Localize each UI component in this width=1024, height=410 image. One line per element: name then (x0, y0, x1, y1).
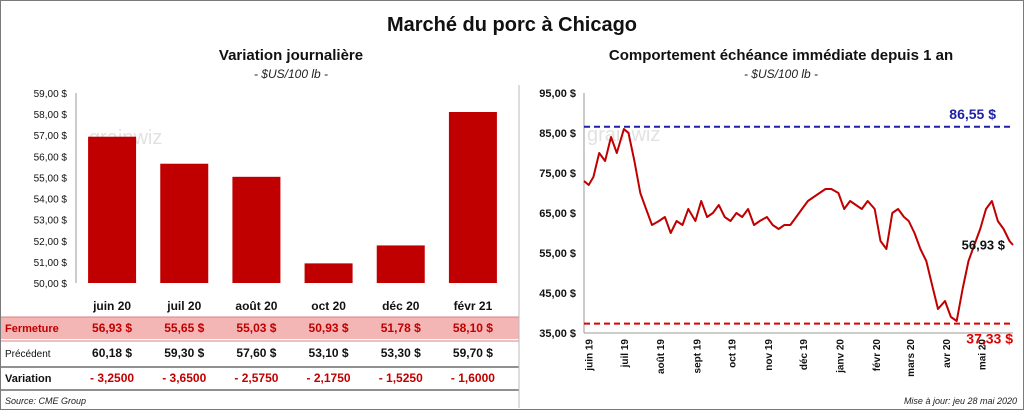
y-tick-label: 35,00 $ (539, 328, 576, 340)
x-tick-label: déc 19 (799, 339, 810, 371)
y-tick-label: 65,00 $ (539, 208, 576, 220)
bar-5 (448, 112, 497, 283)
y-tick-label: 53,00 $ (34, 216, 68, 227)
y-tick-label: 75,00 $ (539, 168, 576, 180)
table-cell: 55,65 $ (164, 321, 204, 335)
x-tick-label: août 19 (656, 339, 667, 374)
y-tick-label: 59,00 $ (34, 89, 68, 100)
update-note: Mise à jour: jeu 28 mai 2020 (903, 396, 1017, 406)
max-reference-label: 86,55 $ (949, 106, 996, 122)
y-tick-label: 55,00 $ (34, 173, 68, 184)
x-tick-label: avr 20 (942, 339, 953, 368)
y-tick-label: 95,00 $ (539, 88, 576, 100)
y-tick-label: 52,00 $ (34, 237, 68, 248)
table-cell: 59,30 $ (164, 346, 204, 360)
table-cell: - 1,5250 (379, 371, 423, 385)
table-cell: 59,70 $ (453, 346, 493, 360)
watermark-line: grainwiz (587, 124, 660, 146)
table-cell: 58,10 $ (453, 321, 493, 335)
main-title: Marché du porc à Chicago (386, 14, 638, 36)
table-cell: 51,78 $ (381, 321, 421, 335)
x-category-label: juil 20 (166, 299, 201, 313)
table-row-label: Variation (5, 373, 52, 385)
table-row-label: Fermeture (5, 323, 59, 335)
table-cell: 57,60 $ (236, 346, 276, 360)
y-tick-label: 50,00 $ (34, 279, 68, 290)
bar-0 (88, 136, 137, 283)
source-note: Source: CME Group (5, 396, 87, 406)
bar-1 (160, 163, 209, 283)
table-cell: 50,93 $ (309, 321, 349, 335)
bar-4 (376, 245, 425, 283)
x-tick-label: mars 20 (906, 339, 917, 377)
y-tick-label: 85,00 $ (539, 128, 576, 140)
min-reference-label: 37,33 $ (966, 331, 1013, 347)
x-category-label: déc 20 (382, 299, 420, 313)
x-category-label: oct 20 (311, 299, 346, 313)
x-category-label: juin 20 (92, 299, 131, 313)
bar-chart-title: Variation journalière (218, 47, 364, 64)
table-cell: 60,18 $ (92, 346, 132, 360)
x-tick-label: oct 19 (728, 339, 739, 368)
fermeture-row-bg (1, 317, 519, 339)
table-cell: - 2,1750 (307, 371, 351, 385)
table-cell: 53,10 $ (309, 346, 349, 360)
table-cell: - 3,6500 (162, 371, 206, 385)
bar-2 (232, 176, 281, 283)
x-tick-label: juin 19 (585, 339, 596, 372)
x-tick-label: juil 19 (620, 339, 631, 369)
price-series-line (583, 128, 1014, 322)
table-cell: 56,93 $ (92, 321, 132, 335)
y-tick-label: 55,00 $ (539, 248, 576, 260)
table-cell: - 2,5750 (234, 371, 278, 385)
last-value-label: 56,93 $ (962, 237, 1006, 252)
line-chart-title: Comportement échéance immédiate depuis 1… (608, 47, 954, 64)
y-tick-label: 57,00 $ (34, 131, 68, 142)
y-tick-label: 51,00 $ (34, 258, 68, 269)
table-cell: - 1,6000 (451, 371, 495, 385)
bar-3 (304, 263, 353, 283)
line-chart-unit: - $US/100 lb - (743, 67, 819, 81)
y-tick-label: 54,00 $ (34, 195, 68, 206)
table-cell: - 3,2500 (90, 371, 134, 385)
x-tick-label: févr 20 (872, 339, 883, 372)
table-row-label: Précédent (5, 349, 51, 360)
table-cell: 55,03 $ (236, 321, 276, 335)
x-tick-label: janv 20 (836, 339, 847, 374)
y-tick-label: 56,00 $ (34, 152, 68, 163)
x-tick-label: sept 19 (693, 339, 704, 374)
y-tick-label: 45,00 $ (539, 288, 576, 300)
x-tick-label: mai 20 (977, 339, 988, 371)
table-cell: 53,30 $ (381, 346, 421, 360)
x-category-label: août 20 (235, 299, 277, 313)
x-category-label: févr 21 (454, 299, 493, 313)
bar-chart-unit: - $US/100 lb - (253, 67, 329, 81)
y-tick-label: 58,00 $ (34, 110, 68, 121)
x-tick-label: nov 19 (764, 339, 775, 371)
